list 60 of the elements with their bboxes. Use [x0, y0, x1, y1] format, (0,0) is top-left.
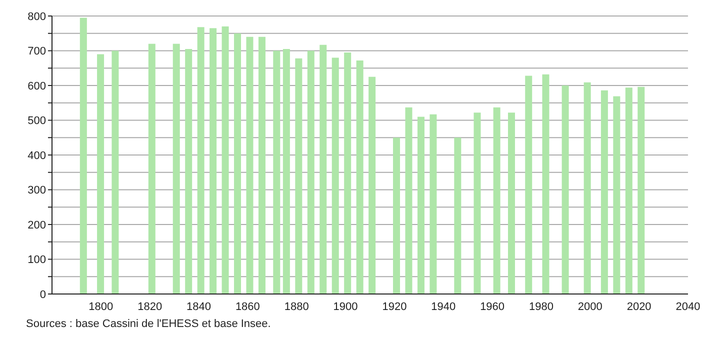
bar	[97, 54, 104, 294]
y-tick-label: 500	[28, 115, 46, 128]
x-tick-label: 1940	[431, 300, 456, 313]
x-tick-label: 1960	[480, 300, 505, 313]
x-tick-label: 1840	[186, 300, 212, 313]
bar	[197, 27, 204, 294]
y-tick-label: 0	[40, 288, 46, 301]
bar	[185, 49, 192, 294]
x-tick-label: 1880	[284, 300, 309, 313]
bar	[405, 107, 412, 294]
x-tick-label: 1860	[235, 300, 260, 313]
y-tick-label: 100	[28, 254, 46, 266]
bar	[222, 26, 229, 294]
bar	[320, 44, 327, 294]
bar	[307, 50, 314, 294]
bar	[613, 96, 620, 294]
bar	[600, 90, 608, 294]
bar	[234, 33, 242, 294]
bar	[474, 112, 481, 294]
x-tick-label: 1920	[382, 300, 407, 313]
bar	[295, 58, 302, 294]
bar	[148, 44, 156, 294]
bar	[273, 50, 280, 294]
y-tick-label: 400	[28, 150, 46, 162]
bar	[525, 76, 532, 294]
y-tick-label: 300	[28, 184, 46, 197]
bar	[344, 52, 352, 294]
x-tick-label: 1820	[138, 300, 162, 313]
bar	[638, 86, 645, 294]
bar	[112, 50, 119, 294]
bar	[508, 112, 515, 294]
y-tick-label: 600	[28, 80, 46, 92]
x-tick-label: 1980	[528, 300, 554, 313]
bar	[584, 82, 591, 294]
bar	[454, 138, 462, 294]
bar	[430, 114, 437, 294]
bar	[356, 60, 364, 294]
bar	[172, 44, 180, 294]
bar	[80, 18, 87, 294]
x-tick-label: 1800	[88, 300, 114, 313]
bar	[542, 74, 550, 294]
x-tick-label: 2000	[578, 300, 602, 313]
y-tick-label: 200	[28, 219, 46, 232]
source-note: Sources : base Cassini de l'EHESS et base Insee.	[26, 318, 272, 330]
bar	[332, 58, 339, 294]
x-tick-label: 1900	[333, 300, 358, 313]
bar	[258, 36, 266, 294]
bar	[246, 36, 254, 294]
bar	[417, 116, 424, 294]
y-tick-label: 800	[28, 10, 46, 23]
bar	[368, 76, 376, 294]
bar	[625, 88, 632, 294]
x-tick-label: 2040	[676, 300, 700, 313]
y-tick-label: 700	[28, 46, 46, 58]
bar	[282, 49, 290, 294]
bar	[393, 138, 400, 294]
bar	[210, 28, 217, 294]
x-tick-label: 2020	[626, 300, 652, 313]
bar	[493, 107, 500, 294]
bar	[562, 86, 569, 294]
